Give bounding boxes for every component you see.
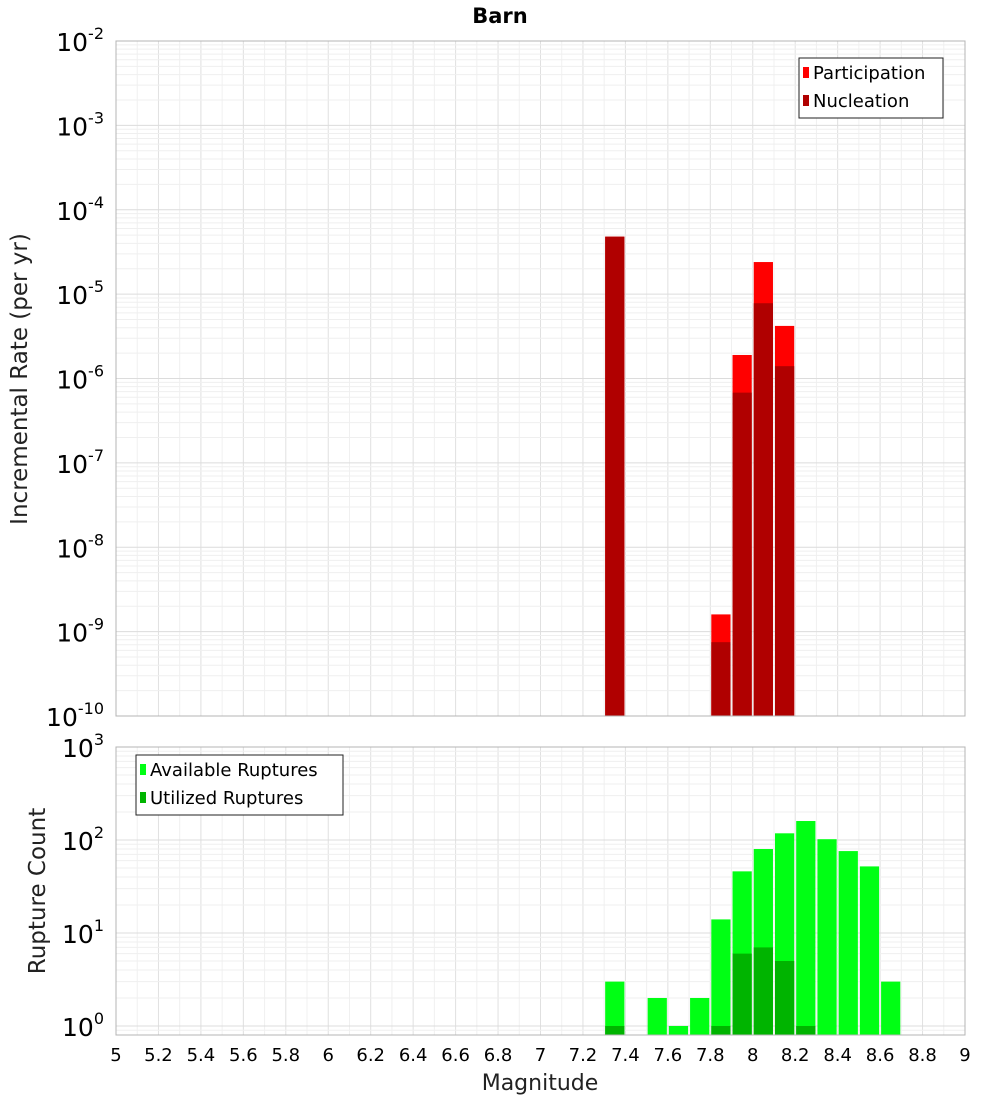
x-tick-label: 9 [959, 1045, 970, 1066]
bar-utilized-ruptures [753, 947, 773, 1035]
y-tick-label: 10-6 [56, 362, 104, 395]
legend-label-utilized-ruptures: Utilized Ruptures [150, 788, 303, 809]
x-tick-label: 8 [747, 1045, 758, 1066]
rate-plot-border [115, 40, 966, 717]
bar-available-ruptures [668, 1025, 689, 1035]
y-tick-label: 101 [62, 916, 104, 949]
bar-nucleation [732, 392, 752, 716]
bar-available-ruptures [796, 821, 816, 1035]
legend-label-participation: Participation [813, 63, 925, 84]
x-tick-label: 5.6 [229, 1045, 258, 1066]
bar-available-ruptures [711, 919, 731, 1035]
x-tick-label: 8.6 [866, 1045, 895, 1066]
y-tick-label: 10-10 [46, 699, 104, 732]
bar-available-ruptures [881, 981, 901, 1035]
bar-utilized-ruptures [774, 960, 795, 1035]
y-tick-label: 10-9 [56, 615, 104, 648]
x-tick-label: 5.2 [144, 1045, 173, 1066]
y-tick-label: 10-4 [56, 193, 104, 226]
bar-utilized-ruptures [605, 1025, 625, 1035]
bar-nucleation [774, 366, 795, 716]
bar-nucleation [605, 236, 625, 716]
bar-available-ruptures [817, 839, 837, 1035]
bar-utilized-ruptures [732, 953, 752, 1035]
x-tick-label: 7.2 [569, 1045, 598, 1066]
y-tick-label: 10-2 [56, 24, 104, 57]
x-tick-label: 5.4 [187, 1045, 216, 1066]
bar-nucleation [753, 303, 773, 716]
x-tick-label: 8.2 [781, 1045, 810, 1066]
bar-utilized-ruptures [796, 1025, 816, 1035]
bar-available-ruptures [690, 997, 710, 1035]
bar-nucleation [711, 642, 731, 716]
x-tick-label: 8.8 [908, 1045, 937, 1066]
bar-available-ruptures [647, 997, 667, 1035]
rate-legend: Participation Nucleation [798, 57, 944, 119]
x-tick-label: 5.8 [271, 1045, 300, 1066]
x-axis-label: Magnitude [482, 1071, 599, 1096]
bar-utilized-ruptures [711, 1025, 731, 1035]
rate-panel: 10-2 10-3 10-4 10-5 10-6 10-7 10-8 10-9 10-10 In… [7, 24, 966, 732]
bar-available-ruptures [838, 851, 858, 1035]
x-tick-labels: 5 5.2 5.4 5.6 5.8 6 6.2 6.4 6.6 6.8 7 7.2 7.4 7.6 7.8 8… [110, 1045, 970, 1066]
y-tick-label: 103 [62, 730, 104, 763]
count-legend-box [135, 754, 344, 816]
rate-bars [605, 236, 795, 716]
legend-swatch-utilized-ruptures [140, 792, 146, 803]
legend-label-nucleation: Nucleation [813, 91, 909, 112]
count-legend: Available Ruptures Utilized Ruptures [135, 754, 344, 816]
x-tick-label: 5 [110, 1045, 121, 1066]
x-tick-label: 6.6 [441, 1045, 470, 1066]
x-tick-label: 7.4 [611, 1045, 640, 1066]
count-y-tick-labels: 103 102 101 100 [62, 730, 104, 1042]
y-tick-label: 100 [62, 1009, 104, 1042]
legend-swatch-nucleation [803, 95, 809, 106]
y-tick-label: 10-5 [56, 277, 104, 310]
x-tick-label: 6.8 [484, 1045, 513, 1066]
x-tick-label: 6.2 [356, 1045, 385, 1066]
x-tick-label: 7.8 [696, 1045, 725, 1066]
count-y-axis-label: Rupture Count [25, 808, 51, 974]
bar-available-ruptures [859, 866, 880, 1035]
count-plot-border [115, 746, 966, 1036]
y-tick-label: 102 [62, 823, 104, 856]
x-tick-label: 8.4 [823, 1045, 852, 1066]
legend-swatch-participation [803, 67, 809, 78]
rate-legend-box [798, 57, 944, 119]
bar-available-ruptures [605, 981, 625, 1035]
x-tick-label: 6.4 [399, 1045, 428, 1066]
y-tick-label: 10-8 [56, 530, 104, 563]
count-panel: 103 102 101 100 Rupture Count Available Rup… [25, 730, 966, 1042]
x-tick-label: 7 [535, 1045, 546, 1066]
rate-y-axis-label: Incremental Rate (per yr) [7, 233, 33, 525]
count-bars [605, 821, 901, 1035]
chart-title: Barn [472, 4, 527, 28]
y-tick-label: 10-7 [56, 446, 104, 479]
rate-y-tick-labels: 10-2 10-3 10-4 10-5 10-6 10-7 10-8 10-9 10-10 [46, 24, 104, 732]
rate-grid [116, 41, 965, 716]
x-tick-label: 7.6 [654, 1045, 683, 1066]
y-tick-label: 10-3 [56, 108, 104, 141]
x-tick-label: 6 [323, 1045, 334, 1066]
legend-label-available-ruptures: Available Ruptures [150, 760, 318, 781]
legend-swatch-available-ruptures [140, 764, 146, 775]
